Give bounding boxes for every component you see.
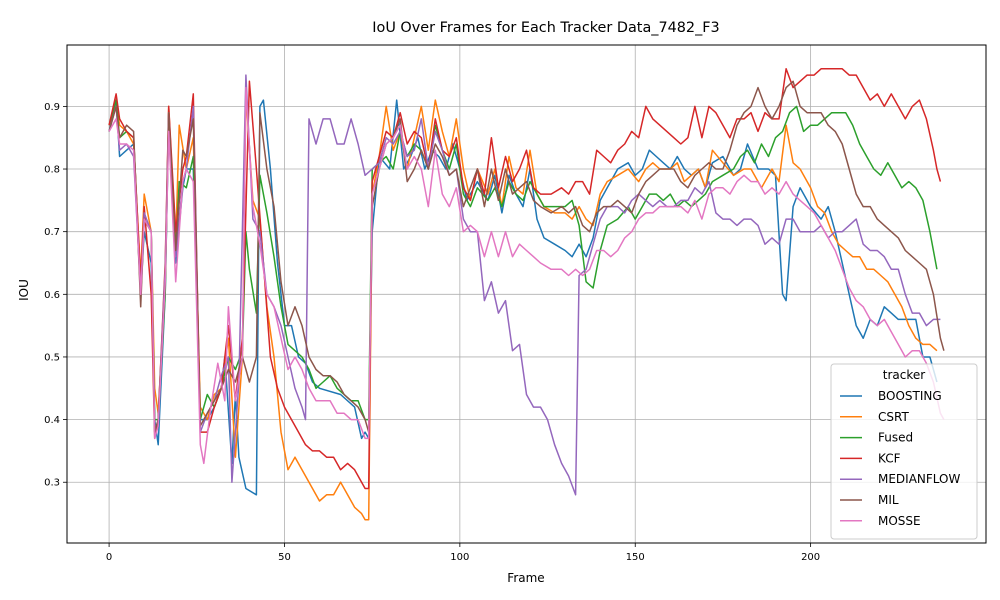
y-tick-label: 0.8 [44,165,60,176]
x-tick-label: 100 [450,552,469,563]
series-line-medianflow [108,74,941,496]
y-axis-label: IOU [17,279,31,301]
legend-label-kcf: KCF [878,451,901,465]
y-tick-label: 0.3 [44,478,60,489]
x-tick-label: 50 [278,552,291,563]
x-axis-ticks: 0 50 100 150 200 [106,543,820,563]
legend-label-mil: MIL [878,493,899,507]
x-tick-label: 200 [801,552,820,563]
legend-label-mosse: MOSSE [878,514,921,528]
series-line-mosse [108,86,945,465]
legend-box [830,363,978,540]
legend-title: tracker [883,368,925,382]
y-tick-label: 0.5 [44,352,60,363]
legend-label-boosting: BOOSTING [878,389,942,403]
y-tick-label: 0.7 [44,227,60,238]
y-tick-label: 0.4 [44,415,60,426]
series-line-mil [108,80,945,433]
legend-label-fused: Fused [878,431,913,445]
y-tick-label: 0.9 [44,102,60,113]
x-tick-label: 150 [626,552,645,563]
x-tick-label: 0 [106,552,112,563]
series-lines [108,68,945,521]
x-axis-label: Frame [507,571,544,585]
legend: tracker BOOSTING CSRT Fused KCF MEDIANFLOW MI… [830,363,978,540]
y-tick-label: 0.6 [44,290,60,301]
legend-label-medianflow: MEDIANFLOW [878,472,961,486]
chart-title: IoU Over Frames for Each Tracker Data_74… [372,20,719,36]
legend-items: BOOSTING CSRT Fused KCF MEDIANFLOW MIL MOSSE [840,389,961,528]
legend-label-csrt: CSRT [878,410,909,424]
y-axis-ticks: 0.3 0.4 0.5 0.6 0.7 0.8 0.9 [44,102,67,489]
